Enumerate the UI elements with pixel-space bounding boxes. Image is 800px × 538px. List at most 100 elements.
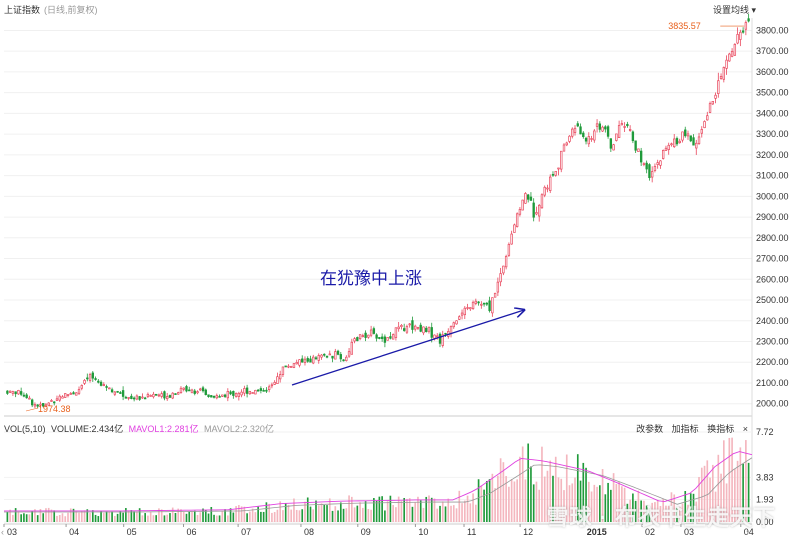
volume-tick-label: 1.93 [756, 495, 774, 505]
candle-body [469, 307, 472, 310]
volume-bar [147, 515, 149, 522]
volume-bar [513, 481, 516, 522]
candle-body [642, 163, 646, 166]
y-tick-label: 2600.00 [756, 274, 789, 284]
candle-body [408, 323, 411, 326]
volume-bar [466, 495, 469, 522]
candle-body [730, 51, 734, 57]
candle-body [438, 333, 442, 344]
volume-bar [480, 485, 483, 522]
volume-bar [282, 510, 284, 522]
volume-bar [155, 515, 158, 522]
candle-body [367, 334, 370, 338]
candle-body [149, 395, 152, 397]
volume-bar [665, 505, 667, 522]
candle-body [692, 137, 695, 146]
candle-body [188, 389, 191, 392]
candle-body [739, 31, 742, 40]
candle-body [372, 328, 376, 334]
candle-body [31, 399, 34, 406]
volume-bar [160, 509, 163, 522]
candle-body [416, 326, 420, 329]
candle-body [199, 388, 202, 391]
add-indicator-button[interactable]: 加指标 [671, 424, 699, 434]
volume-bar [505, 476, 507, 522]
y-tick-label: 3500.00 [756, 88, 789, 98]
volume-bar [381, 496, 383, 522]
candle-body [568, 135, 571, 142]
candle-body [719, 76, 723, 79]
candle-body [174, 393, 177, 395]
ma-settings-button[interactable]: 设置均线 ▾ [712, 5, 756, 15]
volume-bar [698, 476, 700, 522]
candle-body [609, 138, 613, 149]
volume-bar [731, 437, 733, 522]
volume-bar [406, 498, 408, 522]
candle-body [675, 138, 679, 145]
volume-bar [260, 511, 262, 522]
candle-body [598, 123, 601, 130]
candle-body [697, 136, 701, 144]
candle-body [482, 302, 486, 305]
close-icon[interactable]: × [742, 424, 748, 434]
candle-body [573, 127, 577, 133]
volume-bar [254, 512, 257, 522]
volume-bar [571, 483, 574, 522]
candle-body [127, 397, 130, 399]
candle-body [673, 138, 676, 148]
candle-body [717, 80, 720, 94]
candle-body [419, 324, 422, 332]
candle-body [378, 337, 381, 339]
candle-body [83, 379, 86, 384]
candle-body [279, 374, 282, 380]
volume-bar [618, 481, 620, 522]
x-tick-label: 10 [418, 527, 428, 537]
switch-indicator-button[interactable]: 换指标 [707, 424, 735, 434]
volume-bar [119, 510, 122, 522]
volume-bar [565, 454, 568, 522]
candle-body [560, 150, 563, 170]
volume-bar [213, 514, 215, 522]
volume-bar [94, 514, 97, 522]
volume-bar [50, 509, 53, 522]
candle-body [532, 202, 535, 218]
candle-body [64, 393, 67, 398]
volume-bar [218, 515, 221, 522]
candle-body [529, 196, 533, 201]
candle-body [380, 336, 384, 339]
candle-body [320, 354, 323, 358]
candle-body [196, 391, 199, 394]
volume-bar [400, 500, 403, 522]
volume-bar [58, 515, 61, 522]
volume-bar [543, 476, 546, 522]
candle-body [276, 376, 279, 384]
y-tick-label: 2000.00 [756, 399, 789, 409]
candle-body [466, 307, 469, 309]
volume-bar [240, 506, 243, 522]
volume-bar [728, 437, 731, 522]
candle-body [518, 209, 522, 215]
candle-body [336, 350, 340, 355]
volume-bar [262, 511, 265, 522]
candle-body [331, 355, 334, 359]
volume-bar [75, 511, 78, 522]
candle-body [143, 397, 147, 400]
x-tick-label: 07 [241, 527, 251, 537]
candle-body [273, 381, 276, 385]
volume-bar [486, 480, 488, 522]
edit-params-button[interactable]: 改参数 [636, 424, 664, 434]
volume-bar [447, 498, 450, 522]
low-price-label: 1974.38 [38, 404, 71, 414]
mavol2-line [4, 457, 753, 513]
volume-bar [105, 511, 108, 522]
y-tick-label: 2500.00 [756, 295, 789, 305]
volume-bar [604, 494, 607, 522]
volume-bar [439, 505, 441, 522]
volume-bar [25, 514, 28, 522]
volume-bar [574, 477, 576, 522]
candle-body [747, 18, 750, 22]
candle-body [116, 390, 119, 393]
volume-bar [676, 507, 678, 522]
candle-body [287, 365, 290, 368]
